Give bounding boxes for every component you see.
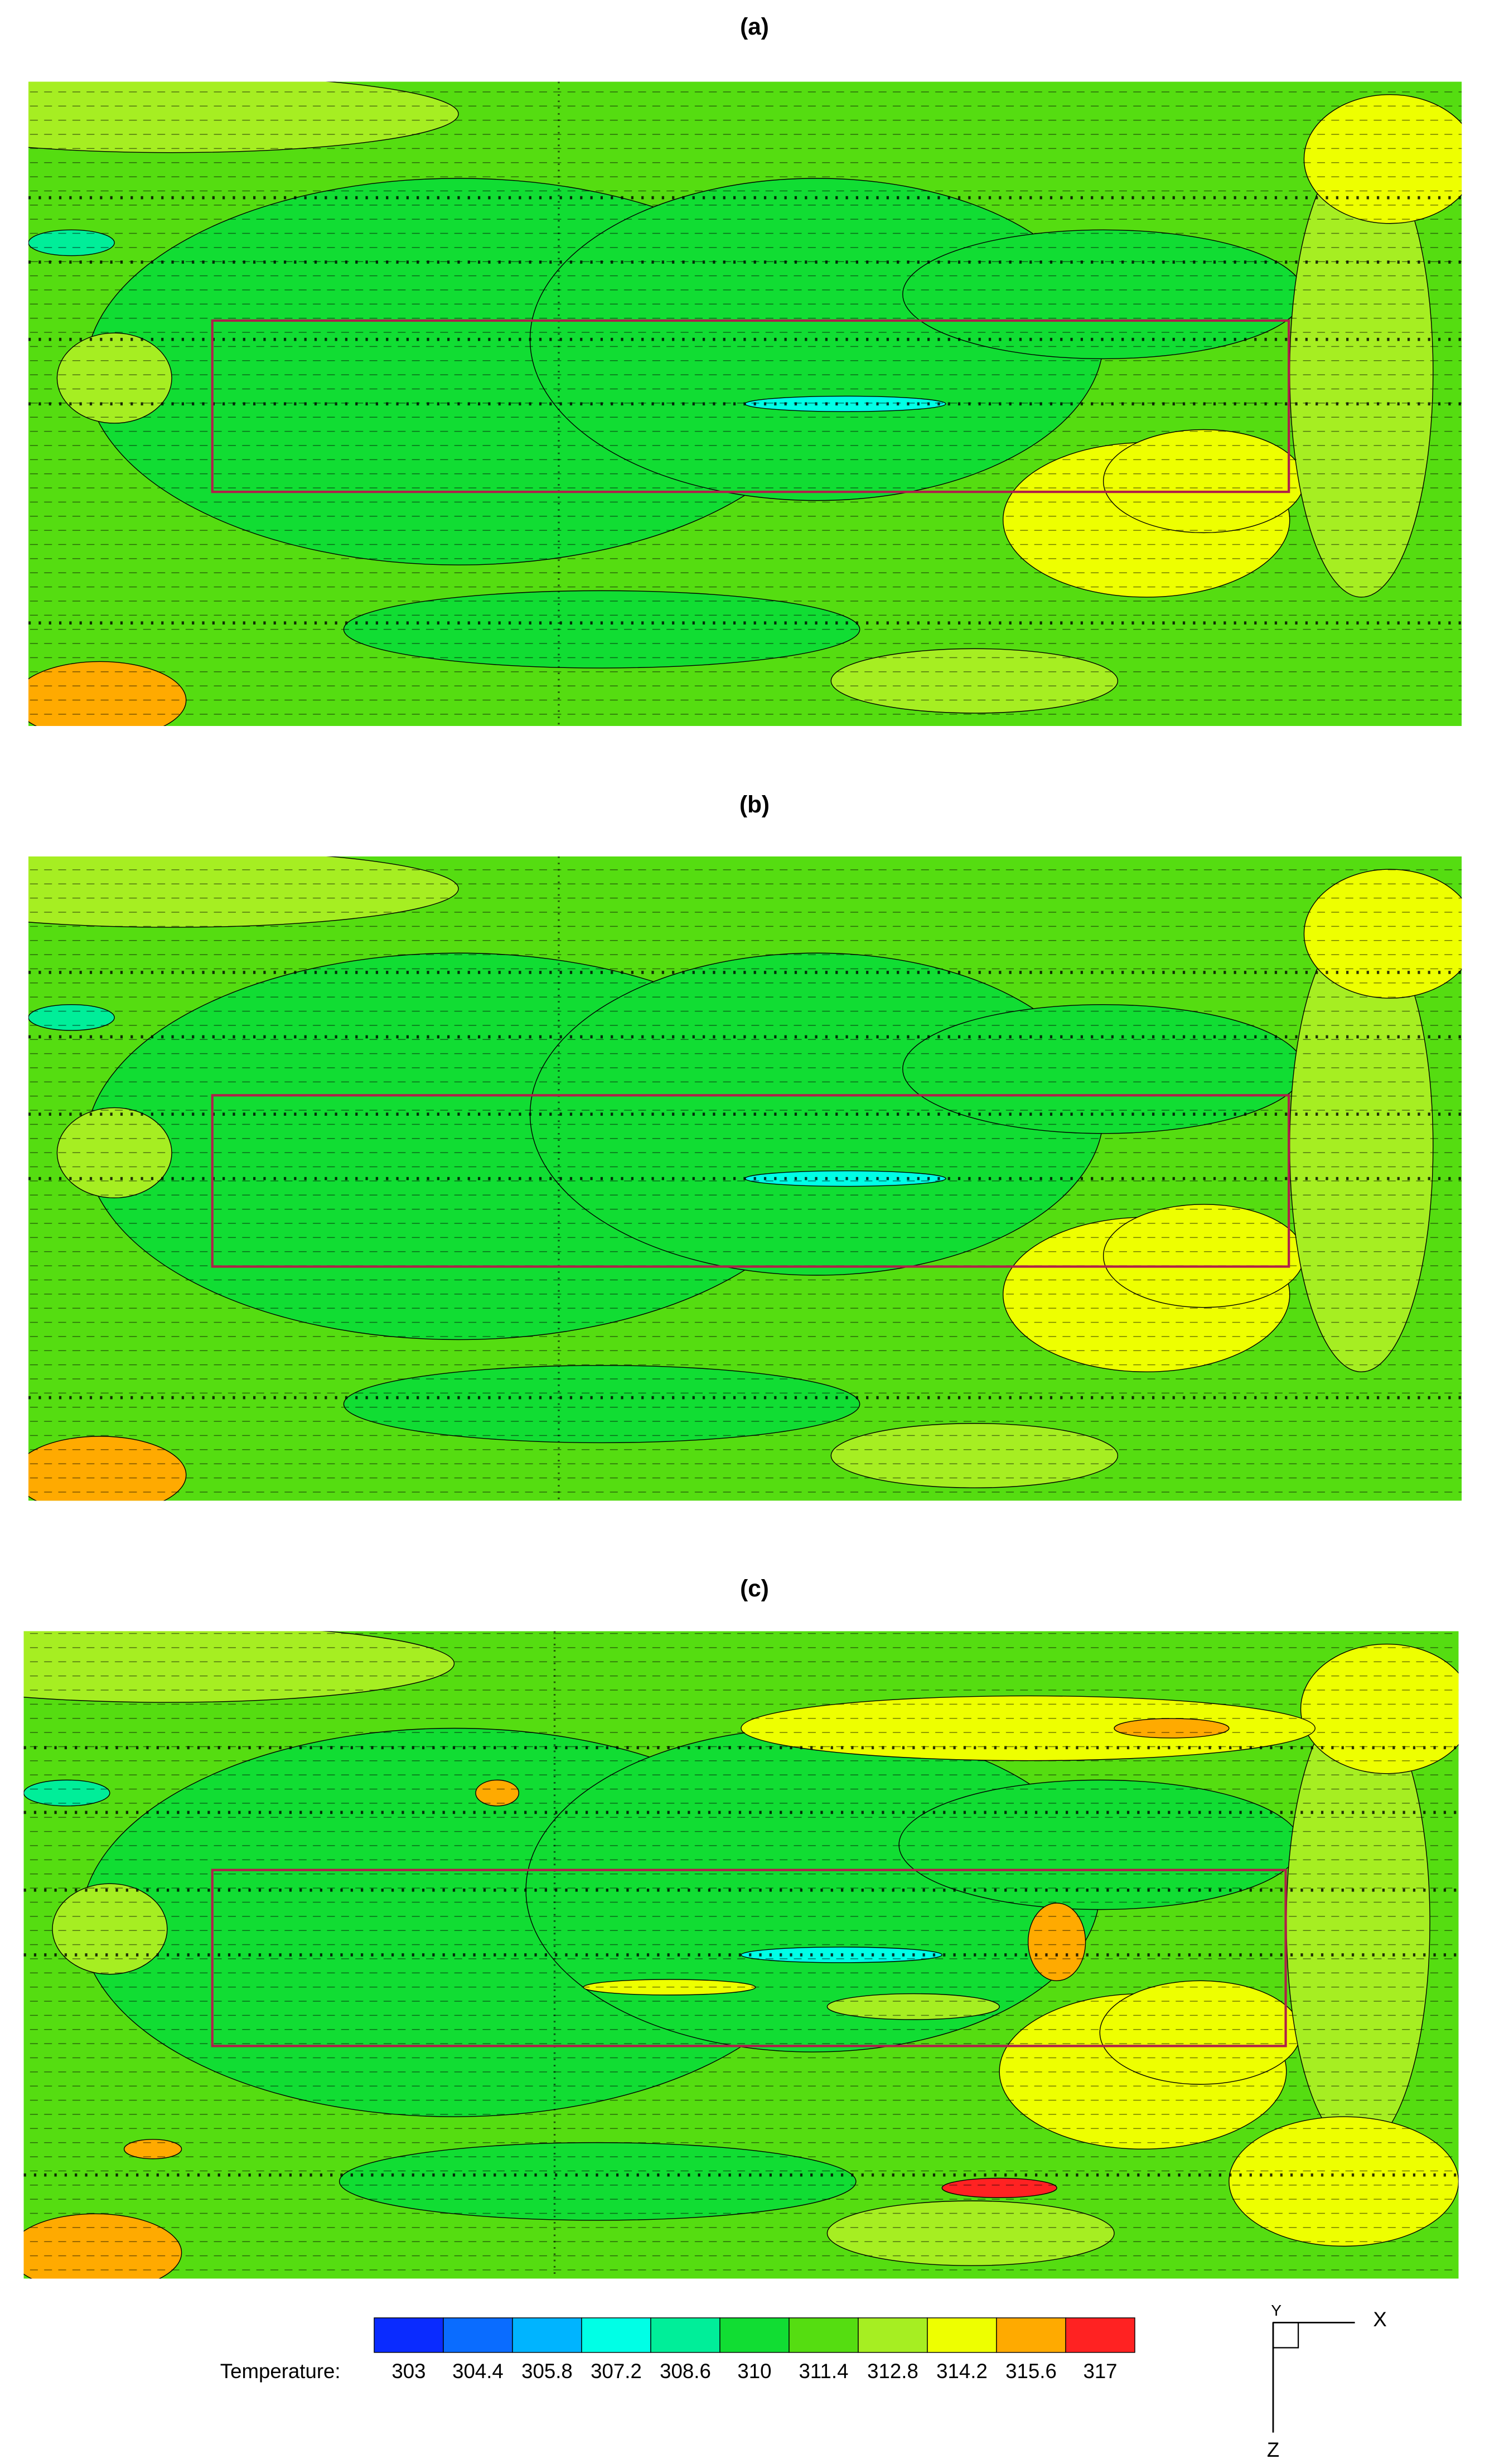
domain-region bbox=[211, 1868, 1287, 2047]
colorbar-title: Temperature: bbox=[220, 2360, 341, 2383]
colorbar-tick-label: 315.6 bbox=[1005, 2360, 1057, 2383]
colorbar-cell bbox=[858, 2317, 928, 2353]
panel: (c) bbox=[23, 1575, 1459, 2279]
contour-field bbox=[28, 856, 1462, 1501]
colorbar-tick-label: 312.8 bbox=[867, 2360, 918, 2383]
colorbar-cell bbox=[1065, 2317, 1135, 2353]
colorbar-cell bbox=[650, 2317, 720, 2353]
colorbar-tick-label: 311.4 bbox=[799, 2360, 849, 2383]
panel-title: (a) bbox=[740, 13, 769, 40]
colorbar-tick-label: 308.6 bbox=[660, 2360, 711, 2383]
colorbar-tick-label: 307.2 bbox=[591, 2360, 642, 2383]
colorbar-cell bbox=[996, 2317, 1066, 2353]
colorbar-cell bbox=[512, 2317, 582, 2353]
colorbar-cell bbox=[927, 2317, 997, 2353]
z-axis-label: Z bbox=[1267, 2438, 1279, 2461]
colorbar-cell bbox=[443, 2317, 513, 2353]
axis-triad: X Y Z bbox=[1267, 2301, 1387, 2461]
panel-title: (b) bbox=[739, 791, 770, 817]
colorbar-tick-label: 305.8 bbox=[521, 2360, 573, 2383]
y-axis-box bbox=[1272, 2322, 1299, 2349]
panels: (a) (b) (c) bbox=[23, 13, 1462, 2279]
colorbar-tick-label: 304.4 bbox=[452, 2360, 504, 2383]
x-axis-label: X bbox=[1373, 2308, 1386, 2331]
colorbar-cell bbox=[374, 2317, 444, 2353]
domain-region bbox=[211, 1094, 1290, 1268]
colorbar-cell bbox=[789, 2317, 859, 2353]
colorbar-tick-label: 303 bbox=[391, 2360, 425, 2383]
panel-title: (c) bbox=[740, 1575, 769, 1601]
contour-field bbox=[23, 1631, 1459, 2279]
colorbar-tick-label: 314.2 bbox=[936, 2360, 988, 2383]
colorbar: Temperature: 303 304.4 305.8 307.2 308.6 310 3… bbox=[220, 2317, 1135, 2383]
contour-field bbox=[28, 81, 1462, 727]
domain-region bbox=[211, 319, 1290, 493]
panel: (a) bbox=[28, 13, 1462, 727]
colorbar-cell bbox=[581, 2317, 651, 2353]
y-axis-label: Y bbox=[1271, 2301, 1281, 2319]
colorbar-cell bbox=[719, 2317, 790, 2353]
panel: (b) bbox=[28, 791, 1462, 1501]
colorbar-tick-label: 317 bbox=[1083, 2360, 1117, 2383]
colorbar-tick-label: 310 bbox=[737, 2360, 771, 2383]
